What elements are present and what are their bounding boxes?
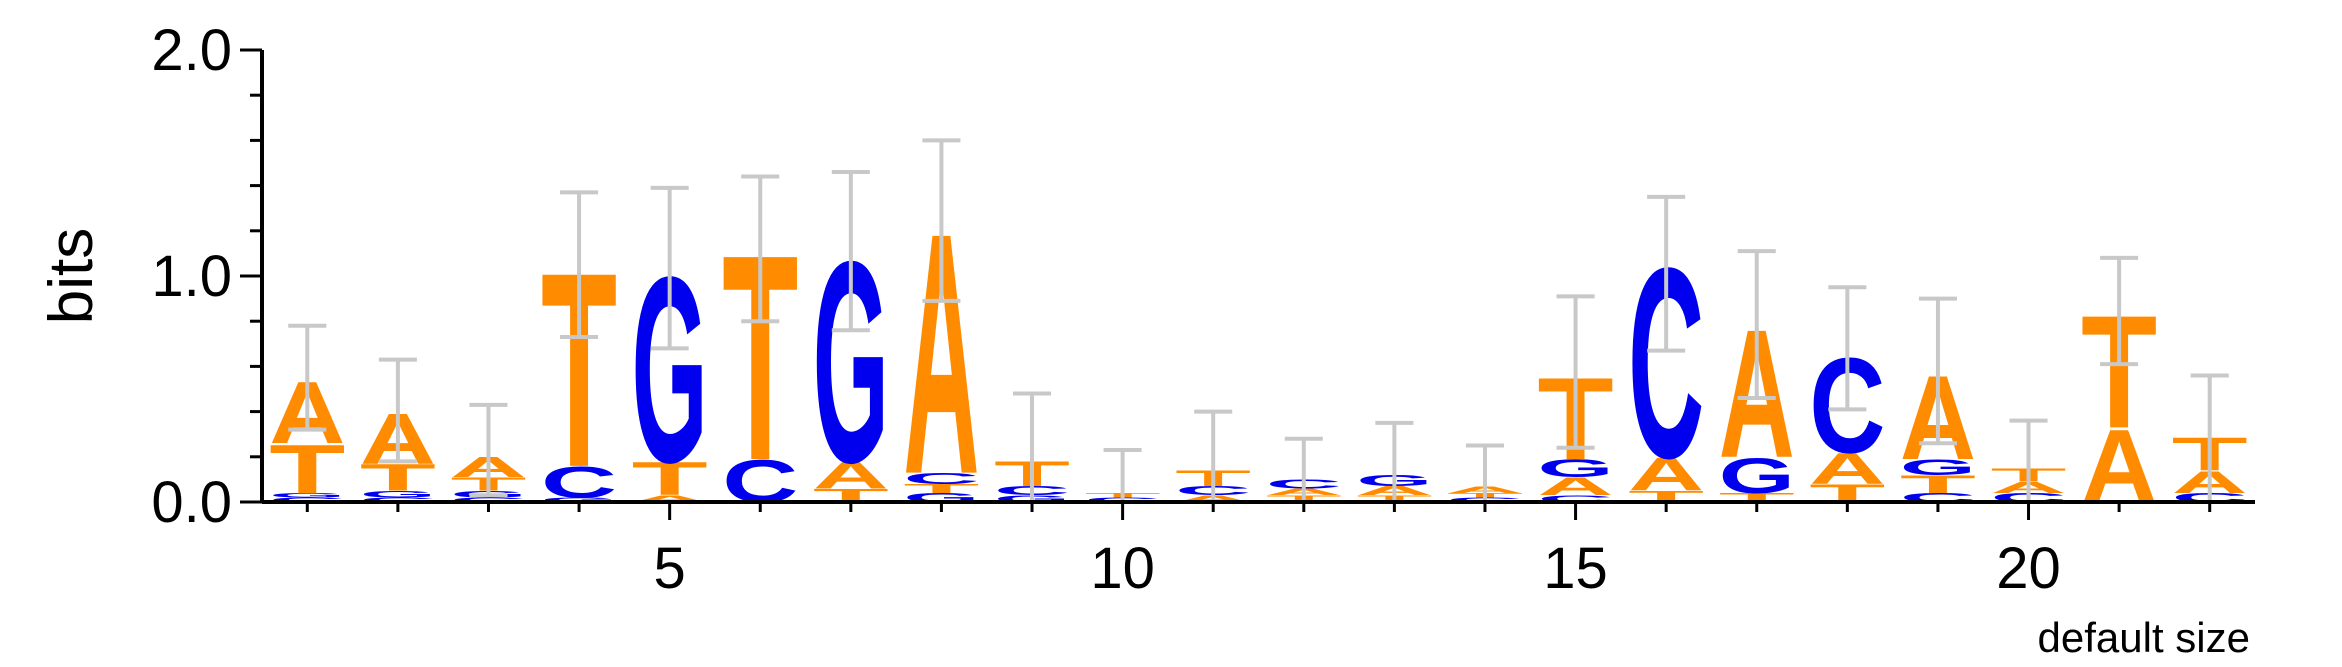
logo-letter-glyph: A: [1809, 445, 1885, 494]
logo-letter-t: T: [360, 457, 436, 499]
logo-letter-t: T: [632, 453, 708, 506]
error-bar: [378, 357, 417, 464]
logo-letter-glyph: T: [360, 457, 436, 499]
logo-letter-glyph: A: [1628, 448, 1704, 501]
x-tick-label: 10: [1090, 536, 1155, 601]
x-tick-label: 5: [654, 536, 686, 601]
logo-letter-glyph: A: [813, 454, 889, 497]
error-bar: [469, 402, 508, 498]
error-bar: [922, 138, 961, 303]
error-bar: [1194, 409, 1233, 502]
footer-note: default size: [2038, 614, 2250, 661]
x-ticks: 5 10 15 20: [305, 502, 2212, 601]
logo-letter-glyph: G: [1538, 455, 1614, 483]
y-tick-label: 0.0: [151, 470, 232, 535]
error-bar: [1375, 420, 1414, 502]
logo-letter-glyph: C: [1538, 493, 1614, 504]
logo-letter-t: T: [903, 482, 979, 496]
y-ticks: 0.0 1.0 2.0: [151, 18, 262, 535]
logo-letter-glyph: C: [450, 496, 526, 503]
x-tick-label: 15: [1543, 536, 1608, 601]
y-tick-label: 1.0: [151, 244, 232, 309]
logo-letter-a: A: [1538, 473, 1614, 501]
logo-letter-g: G: [360, 489, 436, 500]
logo-letter-g: G: [269, 492, 345, 499]
logo-letter-t: T: [269, 431, 345, 508]
y-axis-title: bits: [37, 228, 106, 324]
y-tick-label: 2.0: [151, 18, 232, 83]
error-bar: [1012, 391, 1052, 502]
error-bar: [1284, 436, 1323, 502]
logo-letter-glyph: G: [1719, 448, 1795, 504]
logo-letter-g: G: [1900, 455, 1976, 480]
logo-letter-glyph: C: [541, 458, 617, 507]
logo-letter-glyph: T: [903, 482, 979, 496]
logo-letter-glyph: G: [360, 489, 436, 500]
logo-letter-c: C: [1538, 493, 1614, 504]
error-bar: [2190, 373, 2229, 502]
logo-letter-g: G: [1719, 448, 1795, 504]
logo-letter-glyph: G: [269, 492, 345, 499]
logo-letter-t: T: [1900, 470, 1976, 498]
error-bar: [831, 170, 870, 333]
error-bar: [650, 185, 689, 351]
error-bar: [288, 323, 327, 432]
logo-letter-c: C: [450, 496, 526, 503]
letter-stacks: CGTACGTACGTAGCTATGCTTAGGTCAGCTCTACTTACTA…: [269, 162, 2248, 546]
logo-letter-glyph: C: [903, 470, 979, 488]
logo-letter-glyph: T: [1900, 470, 1976, 498]
logo-letter-c: C: [269, 496, 345, 503]
logo-letter-glyph: C: [360, 496, 436, 503]
error-bar: [1918, 296, 1957, 446]
logo-letter-a: A: [632, 493, 708, 504]
logo-letter-g: G: [541, 496, 617, 503]
error-bar: [1647, 194, 1686, 353]
error-bar: [1556, 294, 1595, 450]
logo-letter-glyph: A: [1538, 473, 1614, 501]
error-bar: [741, 174, 780, 324]
logo-letter-glyph: T: [632, 453, 708, 506]
logo-letter-glyph: A: [632, 493, 708, 504]
logo-letter-glyph: G: [1900, 455, 1976, 480]
logo-letter-c: C: [360, 496, 436, 503]
logo-letter-a: A: [813, 454, 889, 497]
logo-letter-glyph: C: [269, 496, 345, 503]
logo-letter-c: C: [903, 470, 979, 488]
error-bar: [2009, 418, 2048, 502]
error-bar: [560, 190, 599, 340]
logo-letter-a: A: [1809, 445, 1885, 494]
error-bars: [288, 138, 2229, 502]
logo-letter-glyph: T: [269, 431, 345, 508]
logo-letter-c: C: [541, 458, 617, 507]
logo-letter-g: G: [1538, 455, 1614, 483]
error-bar: [2100, 255, 2139, 367]
error-bar: [1737, 249, 1776, 401]
error-bar: [1828, 285, 1867, 412]
logo-letter-a: A: [1628, 448, 1704, 501]
error-bar: [1465, 443, 1505, 502]
x-tick-label: 20: [1996, 536, 2061, 601]
error-bar: [1103, 448, 1142, 502]
logo-letter-glyph: G: [541, 496, 617, 503]
